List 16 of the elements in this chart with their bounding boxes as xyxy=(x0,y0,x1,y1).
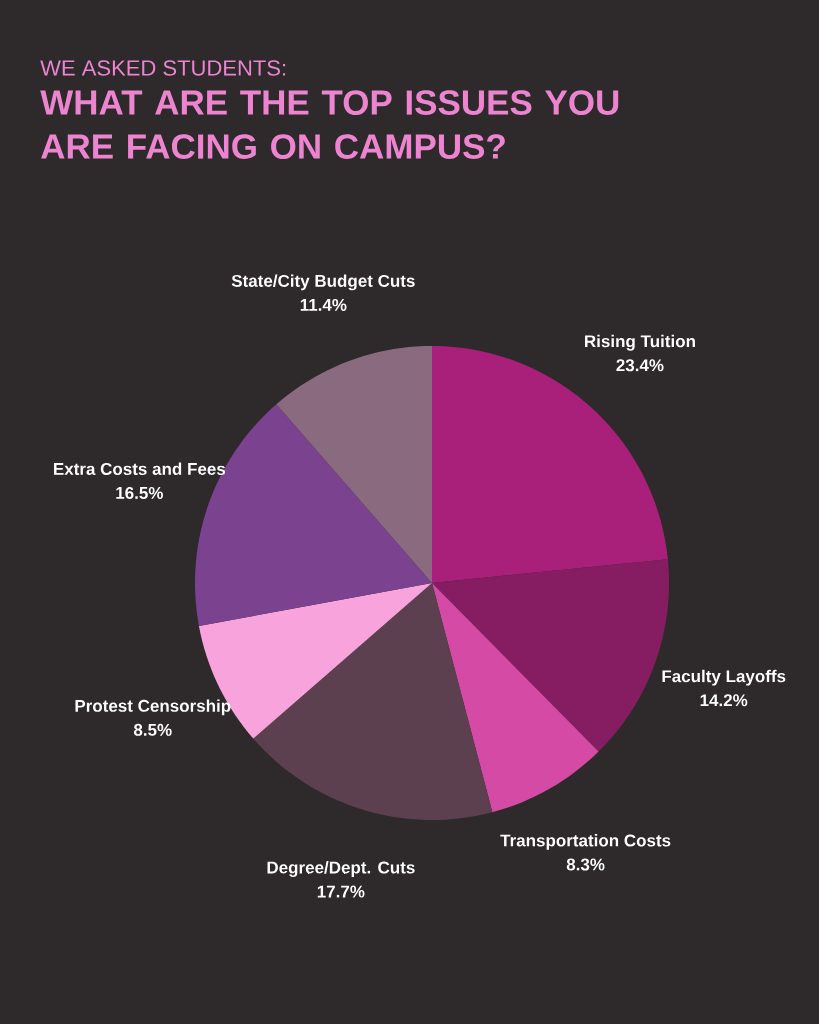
data-label: 11.4% xyxy=(300,298,347,311)
slice-label: Faculty Layoffs xyxy=(662,669,786,686)
slice-label: Transportation Costs xyxy=(500,834,671,850)
slice-label: Extra Costs and Fees xyxy=(54,462,226,475)
chart-subtitle: WE ASKED STUDENTS: xyxy=(40,60,286,76)
data-label: 8.3% xyxy=(566,858,605,871)
slice-label: Degree/Dept. Cuts xyxy=(267,861,415,877)
chart-title: WHAT ARE THE TOP ISSUES YOU ARE FACING ON CAMPUS? xyxy=(40,90,619,159)
data-label: 17.7% xyxy=(317,885,365,898)
data-label: 14.2% xyxy=(700,694,748,707)
data-label: 8.5% xyxy=(133,723,172,736)
data-label: 23.4% xyxy=(616,359,664,372)
slice-label: Rising Tuition xyxy=(585,334,695,351)
data-label: 16.5% xyxy=(116,486,163,499)
slice-label: State/City Budget Cuts xyxy=(231,274,415,291)
slice-label: Protest Censorship xyxy=(75,699,231,716)
